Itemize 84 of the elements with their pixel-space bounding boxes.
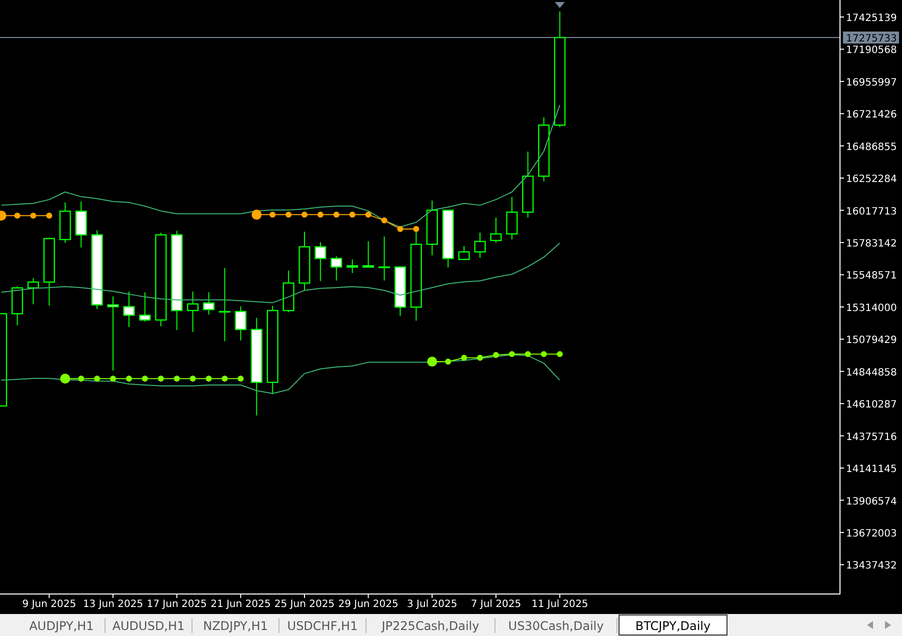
y-tick-label: 17425139 <box>846 13 897 24</box>
x-tick-label: 9 Jun 2025 <box>22 599 76 610</box>
candlestick <box>123 291 135 328</box>
candlestick <box>266 305 278 395</box>
text: USDCHF,H1 <box>287 619 358 633</box>
point <box>365 212 372 218</box>
point <box>46 212 52 219</box>
y-tick-label: 15079429 <box>846 335 897 346</box>
point <box>540 351 547 358</box>
y-tick-label: 16252284 <box>846 174 897 186</box>
point <box>110 376 116 382</box>
point <box>461 354 468 361</box>
y-tick-label: 14844858 <box>846 367 897 378</box>
text: US30Cash,Daily <box>508 619 604 633</box>
point <box>30 212 36 219</box>
text: AUDJPY,H1 <box>29 619 94 633</box>
text: JP225Cash,Daily <box>380 619 480 633</box>
y-tick-label: 16486855 <box>846 142 897 153</box>
y-tick-label: 15548571 <box>846 270 897 282</box>
point <box>206 376 212 382</box>
x-tick-label: 21 Jun 2025 <box>210 599 271 610</box>
point <box>78 376 84 382</box>
point <box>301 212 308 218</box>
x-tick-label: 17 Jun 2025 <box>146 599 207 610</box>
y-tick-label: 14610287 <box>846 400 897 411</box>
candlestick <box>234 306 246 341</box>
candlestick <box>378 236 390 282</box>
text: AUDUSD,H1 <box>112 619 185 633</box>
point <box>286 212 292 218</box>
point <box>142 376 148 382</box>
point <box>126 376 132 382</box>
candlestick <box>538 116 550 182</box>
line-series <box>0 242 560 304</box>
candlestick <box>250 317 262 416</box>
y-tick-label: 17190568 <box>846 45 897 56</box>
point <box>238 376 244 382</box>
point <box>413 226 420 232</box>
candlestick <box>202 292 215 316</box>
candlestick <box>59 202 71 244</box>
x-tick-label: 7 Jul 2025 <box>470 599 522 610</box>
y-tick-label: 16017713 <box>846 206 897 218</box>
y-tick-label: 13906574 <box>846 496 897 508</box>
point <box>492 352 499 358</box>
point <box>270 212 276 218</box>
x-tick-label: 25 Jun 2025 <box>274 599 335 610</box>
y-tick-label: 13672003 <box>846 528 897 540</box>
y-tick-label: 16721426 <box>846 110 897 121</box>
y-tick-label: 14141145 <box>846 464 897 476</box>
point <box>94 376 100 382</box>
candlestick <box>426 200 438 256</box>
point <box>556 351 563 358</box>
ref-line-label: 17275733 <box>846 34 897 45</box>
point <box>333 212 340 218</box>
x-tick-label: 13 Jun 2025 <box>82 599 144 610</box>
point <box>524 351 531 358</box>
point <box>222 376 228 382</box>
x-tick-label: 29 Jun 2025 <box>338 599 398 610</box>
candlestick <box>218 267 230 342</box>
point <box>190 376 196 382</box>
point <box>14 212 20 219</box>
point <box>158 376 164 382</box>
y-tick-label: 14375716 <box>846 432 897 443</box>
text: NZDJPY,H1 <box>203 619 268 633</box>
x-tick-label: 3 Jul 2025 <box>407 599 458 610</box>
candlestick <box>171 230 183 331</box>
text: BTCJPY,Daily <box>635 619 711 633</box>
point <box>174 376 180 382</box>
y-tick-label: 15783142 <box>846 238 897 250</box>
point <box>477 354 483 361</box>
candlestick <box>474 232 486 258</box>
y-tick-label: 15314000 <box>846 302 897 314</box>
y-tick-label: 16955997 <box>846 77 897 88</box>
point <box>397 226 404 232</box>
point <box>381 217 388 224</box>
candlestick <box>75 200 87 248</box>
x-tick-label: 11 Jul 2025 <box>531 599 588 610</box>
point <box>349 212 356 218</box>
point <box>445 358 452 365</box>
point <box>508 351 515 358</box>
candlestick <box>298 231 310 291</box>
candlestick <box>107 296 119 372</box>
point <box>317 212 324 218</box>
candlestick <box>187 291 199 332</box>
y-tick-label: 13437432 <box>846 560 897 572</box>
